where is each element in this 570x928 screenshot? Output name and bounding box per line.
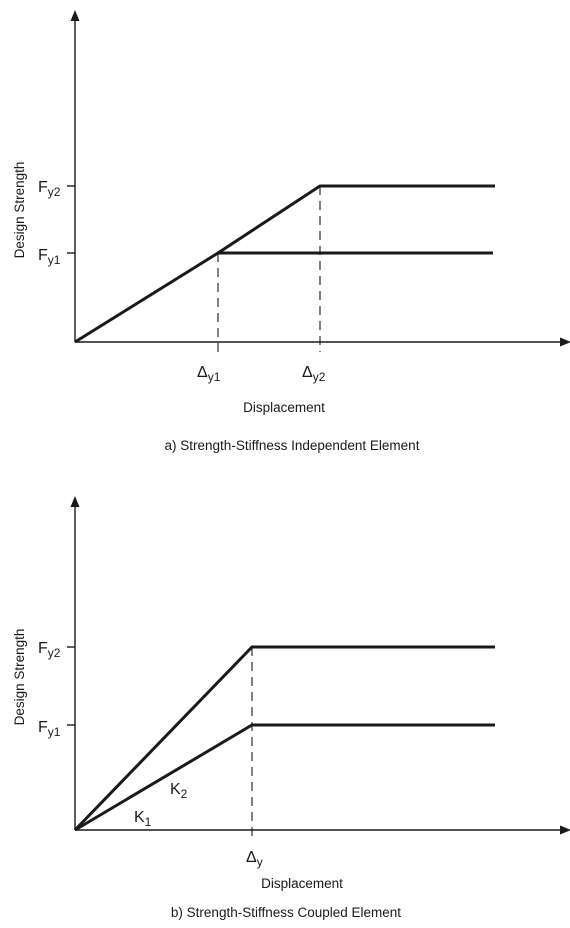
y-axis-arrow	[70, 10, 80, 21]
panel-b-caption: b) Strength-Stiffness Coupled Element	[171, 905, 401, 920]
y-tick-label-fy1: Fy1	[38, 719, 61, 739]
y-tick-label-fy1: Fy1	[38, 247, 61, 267]
x-axis-arrow	[560, 337, 570, 347]
element-1-curve	[74, 251, 493, 344]
y-axis-title: Design Strength	[12, 629, 27, 726]
panel-a-caption: a) Strength-Stiffness Independent Elemen…	[165, 438, 420, 453]
x-tick-label-dy1: Δy1	[197, 364, 221, 384]
element-2-curve	[73, 645, 495, 832]
y-tick-label-fy2: Fy2	[38, 179, 61, 199]
x-axis-arrow	[560, 825, 570, 835]
panel-a-diagram: Fy2 Fy1 Δy1 Δy2 Design Strength Displace…	[12, 10, 570, 453]
y-axis-title: Design Strength	[12, 162, 27, 259]
element-2-curve	[217, 184, 495, 255]
panel-b-diagram: Fy2 Fy1 K2 K1 Δy Design Strength Displac…	[12, 496, 570, 920]
panel-a: Fy2 Fy1 Δy1 Δy2 Design Strength Displace…	[12, 10, 570, 453]
x-tick-label-dy: Δy	[246, 849, 263, 869]
stiffness-label-k2: K2	[170, 781, 188, 801]
y-tick-label-fy2: Fy2	[38, 640, 61, 660]
panel-b: Fy2 Fy1 K2 K1 Δy Design Strength Displac…	[0, 470, 570, 928]
x-axis-title: Displacement	[243, 400, 325, 415]
element-1-curve	[74, 723, 495, 832]
stiffness-label-k1: K1	[134, 809, 152, 829]
y-axis-arrow	[70, 496, 80, 507]
x-tick-label-dy2: Δy2	[302, 364, 326, 384]
x-axis-title: Displacement	[261, 876, 343, 891]
